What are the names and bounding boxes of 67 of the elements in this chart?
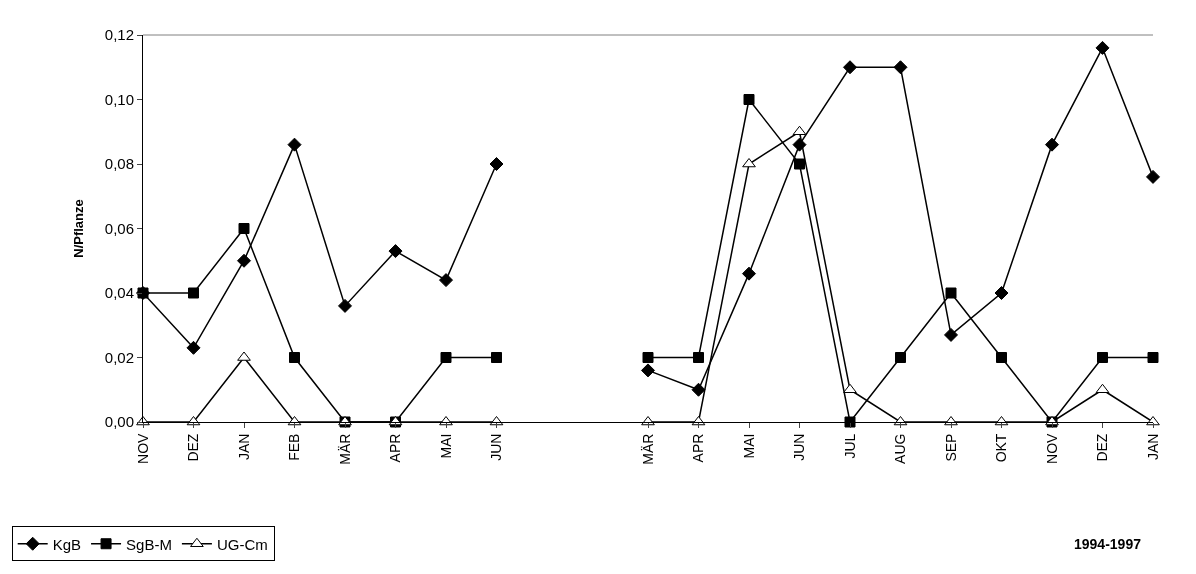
y-tick-label: 0,00 xyxy=(104,413,134,431)
point xyxy=(491,352,502,363)
point xyxy=(893,60,908,75)
point xyxy=(1147,352,1159,363)
x-tick-label: APR xyxy=(690,433,707,463)
point xyxy=(1146,169,1160,184)
point xyxy=(742,158,756,168)
legend-label: SgB-M xyxy=(126,535,172,553)
x-tick-label: DEZ xyxy=(185,433,202,462)
point xyxy=(794,158,805,170)
point xyxy=(238,223,250,234)
x-tick-label: MÄR xyxy=(639,433,656,465)
x-tick-label: NOV xyxy=(1043,432,1060,464)
y-tick-label: 0,06 xyxy=(104,219,134,237)
point xyxy=(287,137,302,152)
point xyxy=(388,244,403,259)
x-tick-label: DEZ xyxy=(1094,433,1111,462)
point xyxy=(844,416,856,428)
point xyxy=(895,352,906,363)
legend-label: UG-Cm xyxy=(216,535,268,553)
point xyxy=(843,383,857,393)
point xyxy=(742,266,756,281)
point xyxy=(289,352,300,363)
y-tick-label: 0,08 xyxy=(104,155,134,173)
y-axis-title: N/Pflanze xyxy=(70,199,86,258)
point xyxy=(641,363,655,378)
point xyxy=(1045,137,1059,152)
legend-label: KgB xyxy=(52,535,82,553)
point xyxy=(691,382,706,397)
x-tick-label: JUL xyxy=(841,433,858,459)
point xyxy=(237,351,251,361)
x-tick-label: SEP xyxy=(942,433,959,462)
x-tick-label: MAI xyxy=(437,433,454,459)
x-tick-label: JAN xyxy=(235,433,252,461)
point xyxy=(944,327,958,342)
x-tick-label: OKT xyxy=(993,433,1010,463)
y-tick-label: 0,04 xyxy=(104,284,134,302)
point xyxy=(642,352,654,363)
point xyxy=(1097,352,1108,363)
x-tick-label: MÄR xyxy=(336,433,353,465)
point xyxy=(743,94,755,105)
x-tick-label: FEB xyxy=(286,433,303,461)
point xyxy=(1095,40,1110,55)
x-tick-label: AUG xyxy=(892,433,909,464)
y-tick-label: 0,02 xyxy=(104,348,134,366)
point xyxy=(237,253,251,268)
x-tick-label: JUN xyxy=(791,433,808,461)
point xyxy=(186,340,201,355)
text: 1994-1997 xyxy=(1074,536,1142,552)
point xyxy=(440,352,452,363)
point xyxy=(338,298,352,313)
point xyxy=(994,286,1009,300)
x-tick-label: APR xyxy=(387,433,404,463)
y-tick-label: 0,10 xyxy=(104,90,134,108)
x-tick-label: JUN xyxy=(488,433,505,461)
point xyxy=(693,352,704,363)
point xyxy=(843,60,857,75)
point xyxy=(439,273,453,288)
y-tick-label: 0,12 xyxy=(104,26,134,44)
point xyxy=(996,352,1007,363)
point xyxy=(945,287,957,299)
point xyxy=(792,137,807,152)
point xyxy=(489,157,504,171)
x-tick-label: JAN xyxy=(1144,433,1161,461)
point xyxy=(188,287,199,299)
x-tick-label: NOV xyxy=(134,432,151,464)
x-tick-label: MAI xyxy=(740,433,757,459)
